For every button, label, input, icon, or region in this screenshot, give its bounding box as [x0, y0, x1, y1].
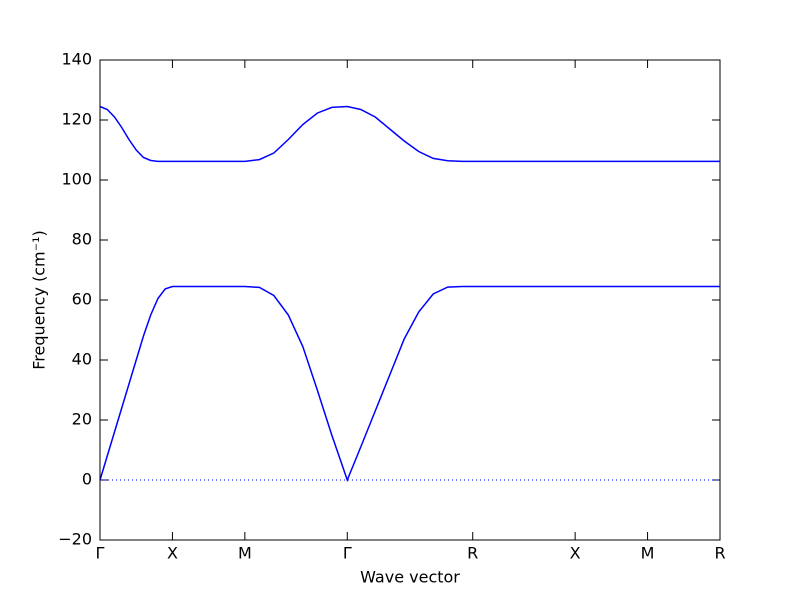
y-tick-label: 120 — [61, 110, 92, 129]
plot-frame — [99, 59, 721, 541]
x-tick-label: M — [641, 544, 655, 563]
y-tick-label: 20 — [72, 410, 92, 429]
y-axis-label: Frequency (cm⁻¹) — [30, 230, 49, 369]
y-tick-label: 40 — [72, 350, 92, 369]
y-tick-label: 140 — [61, 50, 92, 69]
y-tick-label: 0 — [82, 470, 92, 489]
y-tick-label: 60 — [72, 290, 92, 309]
x-tick-label: R — [714, 544, 725, 563]
x-tick-label: M — [238, 544, 252, 563]
y-tick-label: −20 — [58, 530, 92, 549]
x-tick-label: Γ — [96, 544, 105, 563]
y-tick-label: 100 — [61, 170, 92, 189]
branch-line — [99, 105, 720, 163]
x-tick-label: X — [167, 544, 178, 563]
x-tick-label: X — [570, 544, 581, 563]
x-tick-label: R — [467, 544, 478, 563]
branch-line — [99, 285, 720, 483]
y-tick-label: 80 — [72, 230, 92, 249]
x-axis-label: Wave vector — [360, 568, 460, 587]
x-tick-label: Γ — [343, 544, 352, 563]
